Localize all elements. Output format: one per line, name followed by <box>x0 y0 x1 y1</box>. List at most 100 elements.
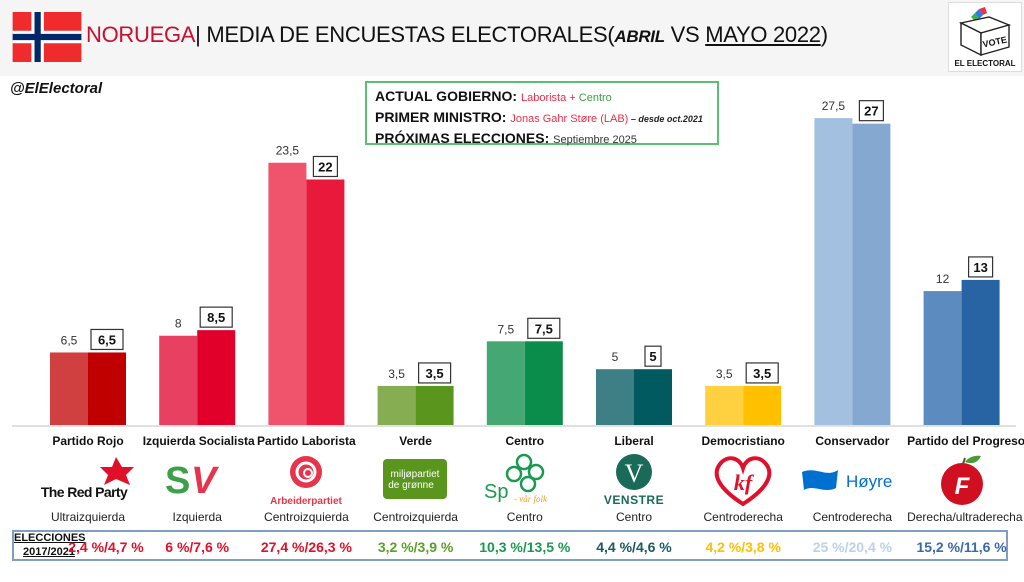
svg-text:de grønne: de grønne <box>388 480 434 491</box>
rose-logo-icon: Arbeiderpartiet <box>271 456 343 507</box>
svg-text:Høyre: Høyre <box>846 472 892 491</box>
bar-mayo <box>88 352 126 425</box>
title-separator: | <box>195 22 201 47</box>
header-bar: NORUEGA| MEDIA DE ENCUESTAS ELECTORALES(… <box>0 0 1024 76</box>
elections-label-line2: 2017/2021 <box>23 546 75 558</box>
bar-group: 3,5 3,5 <box>705 362 782 425</box>
party-ideology: Centro <box>615 510 653 524</box>
party-ideology: Centro <box>506 510 543 524</box>
election-result: 27,4 %/26,3 % <box>260 539 352 555</box>
svg-text:- vår folk: - vår folk <box>514 494 548 504</box>
svg-text:F: F <box>954 473 970 500</box>
data-label-mayo: 3,5 <box>426 366 444 381</box>
government-label: ACTUAL GOBIERNO: <box>375 88 518 104</box>
data-label-box-mayo <box>527 317 561 339</box>
bar-abril <box>923 291 962 425</box>
country-name: NORUEGA <box>86 22 196 47</box>
government-party-1: Laborista <box>520 92 567 104</box>
bar-mayo <box>524 341 563 425</box>
party-name-label: Liberal <box>614 434 654 448</box>
bar-abril <box>814 118 853 425</box>
svg-text:V: V <box>191 460 219 502</box>
hoyre-logo-icon: Høyre <box>802 470 893 491</box>
bar-mayo <box>306 179 345 425</box>
bar-mayo <box>634 369 672 425</box>
party-name-label: Centro <box>505 434 545 448</box>
data-label-box-mayo <box>745 362 779 384</box>
title-vs: VS <box>670 22 700 47</box>
elections-label-line1: ELECCIONES <box>14 532 86 544</box>
party-logo: F <box>907 452 1016 508</box>
bar-group: 27,5 27 <box>814 99 891 426</box>
bar-abril <box>486 341 525 425</box>
title-mayo: MAYO 2022 <box>705 22 821 47</box>
data-label-mayo: 22 <box>318 159 332 174</box>
svg-text:S: S <box>165 460 190 502</box>
krf-heart-logo-icon: kf <box>714 456 772 507</box>
election-result: 25 %/20,4 % <box>812 539 893 555</box>
svg-text:Arbeiderpartiet: Arbeiderpartiet <box>271 496 343 507</box>
party-ideology: Ultraizquierda <box>50 510 126 524</box>
next-elections-value: Septiembre 2025 <box>553 134 637 146</box>
government-plus: + <box>566 92 579 104</box>
party-logo: Høyre <box>798 452 907 508</box>
data-label-box-mayo <box>967 256 994 278</box>
data-label-box-mayo <box>418 362 452 384</box>
data-label-abril: 3,5 <box>716 367 733 381</box>
red-party-logo-icon: The Red Party <box>41 457 134 500</box>
title-abril: ABRIL <box>614 27 665 46</box>
prime-minister-label: PRIMER MINISTRO: <box>375 109 507 125</box>
bar-group: 6,5 6,5 <box>50 328 126 425</box>
election-result: 2,4 %/4,7 % <box>68 539 144 555</box>
svg-text:V: V <box>625 459 644 488</box>
data-label-mayo: 6,5 <box>98 332 116 347</box>
bar-abril <box>50 352 88 425</box>
logo-vote-text: VOTE <box>982 35 1008 50</box>
title-main: MEDIA DE ENCUESTAS ELECTORALES <box>206 22 608 47</box>
data-label-mayo: 5 <box>649 349 656 364</box>
apple-logo-icon: F <box>940 455 983 505</box>
party-ideology: Centroderecha <box>812 510 893 524</box>
data-label-mayo: 3,5 <box>753 366 771 381</box>
party-ideology: Centroizquierda <box>373 510 458 524</box>
prime-minister-since: – desde oct.2021 <box>628 114 703 124</box>
data-label-mayo: 13 <box>973 260 987 275</box>
bar-mayo <box>743 385 782 425</box>
data-label-box-mayo <box>858 100 885 122</box>
next-elections-label: PRÓXIMAS ELECCIONES: <box>375 130 550 146</box>
data-label-box-mayo <box>644 345 662 367</box>
data-label-abril: 8 <box>175 317 182 331</box>
bar-abril <box>596 369 634 425</box>
bar-group: 7,5 7,5 <box>486 317 563 425</box>
elections-label: ELECCIONES 2017/2021 <box>14 531 86 559</box>
svg-text:kf: kf <box>734 470 755 495</box>
bar-abril <box>705 385 744 425</box>
election-result: 4,2 %/3,8 % <box>705 539 781 555</box>
data-label-abril: 7,5 <box>497 322 514 336</box>
el-electoral-logo: VOTE EL ELECTORAL <box>948 2 1022 72</box>
logo-name-text: EL ELECTORAL <box>954 59 1015 68</box>
party-name-label: Izquierda Socialista <box>142 434 255 448</box>
title-paren-open: ( <box>607 22 615 47</box>
svg-text:The Red Party: The Red Party <box>41 484 128 500</box>
party-name-label: Conservador <box>815 434 890 448</box>
bar-group: 23,5 22 <box>268 144 345 426</box>
info-box: ACTUAL GOBIERNO: Laborista + Centro PRIM… <box>365 81 719 146</box>
party-ideology: Derecha/ultraderecha <box>907 510 1023 524</box>
ballot-box-icon: VOTE EL ELECTORAL <box>954 7 1016 68</box>
svg-text:Sp: Sp <box>484 481 508 503</box>
bar-mayo <box>197 330 236 425</box>
party-ideology: Centroizquierda <box>264 510 349 524</box>
data-label-box-mayo <box>90 328 124 351</box>
party-logo: Sp - vår folk <box>470 452 579 508</box>
clover-logo-icon: Sp - vår folk <box>484 453 548 504</box>
twitter-handle: @ElElectoral <box>10 80 103 97</box>
bar-mayo <box>961 279 1000 425</box>
page-title: NORUEGA| MEDIA DE ENCUESTAS ELECTORALES(… <box>86 22 828 48</box>
bar-mayo <box>415 385 454 425</box>
